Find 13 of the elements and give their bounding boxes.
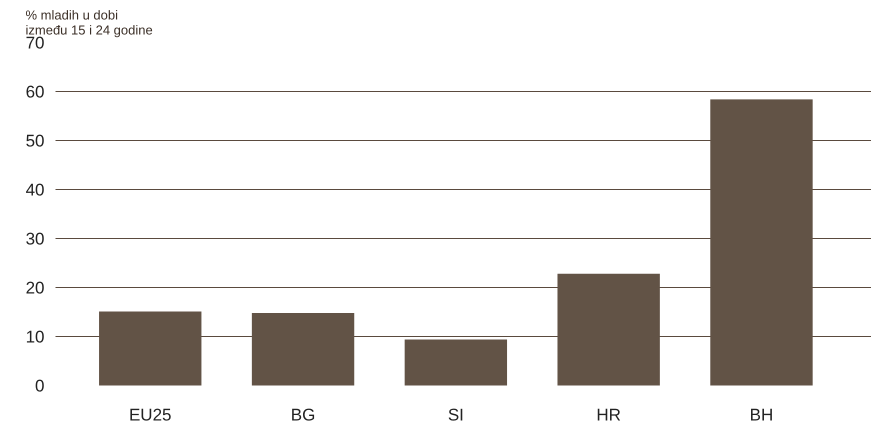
- y-tick-label: 50: [26, 132, 45, 150]
- y-tick-label: 0: [35, 376, 45, 396]
- y-tick-label: 20: [26, 278, 45, 298]
- x-tick-label: HR: [596, 406, 621, 424]
- y-tick-label: 30: [26, 230, 45, 248]
- x-tick-label: SI: [448, 406, 464, 424]
- x-tick-label: BH: [750, 406, 774, 424]
- x-tick-label: EU25: [128, 406, 172, 424]
- y-tick-label: 40: [26, 180, 45, 200]
- y-tick-label: 10: [26, 328, 45, 346]
- y-tick-label: 60: [26, 82, 45, 102]
- bar: [404, 339, 508, 386]
- x-tick-label: BG: [290, 406, 316, 424]
